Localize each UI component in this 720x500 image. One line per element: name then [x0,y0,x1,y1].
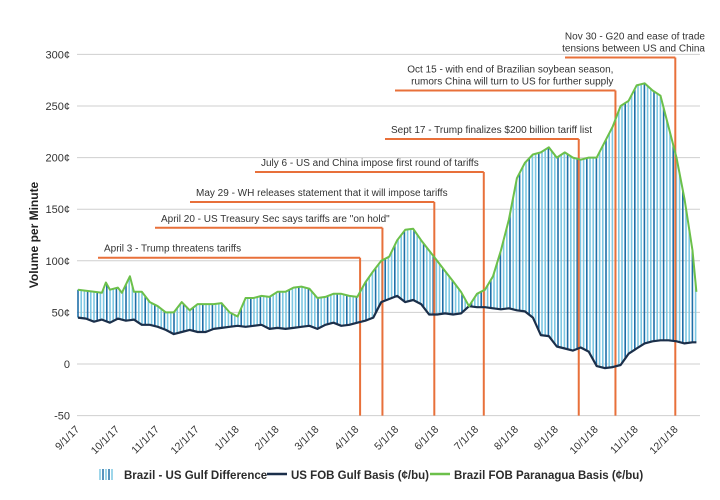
legend-label-difference: Brazil - US Gulf Difference [124,470,267,482]
x-tick-label: 3/1/18 [292,424,321,453]
annotation-text: Oct 15 - with end of Brazilian soybean s… [407,65,613,76]
y-tick-label: 0 [64,359,70,371]
x-tick-label: 11/1/17 [129,424,162,457]
annotation-text: tensions between US and China [562,43,705,54]
annotation-text: July 6 - US and China impose first round… [261,158,479,169]
y-axis-label: Volume per Minute [27,181,41,288]
x-tick-label: 2/1/18 [252,424,281,453]
annotation-text: Nov 30 - G20 and ease of trade [565,31,706,42]
y-tick-label: 100¢ [46,256,70,268]
y-tick-label: -50 [54,411,70,423]
difference-bars [77,83,697,368]
y-tick-label: 200¢ [46,153,70,165]
x-tick-label: 9/1/17 [53,424,82,453]
x-tick-label: 1/1/18 [213,424,242,453]
annotation-text: May 29 - WH releases statement that it w… [196,188,448,199]
x-tick-label: 4/1/18 [332,424,361,453]
us-gulf-basis-line [77,294,697,370]
annotation-text: rumors China will turn to US for further… [411,77,613,88]
x-tick-label: 7/1/18 [452,424,481,453]
x-tick-label: 6/1/18 [412,424,441,453]
series-lines [77,82,698,370]
y-axis: 300¢ 250¢ 200¢ 150¢ 100¢ 50¢ 0 -50 [46,49,70,422]
y-tick-label: 300¢ [46,49,70,61]
annotation-text: April 3 - Trump threatens tariffs [104,244,241,255]
x-tick-label: 12/1/17 [169,424,202,457]
annotation-text: April 20 - US Treasury Sec says tariffs … [161,214,390,225]
brazil-paranagua-basis-line [77,82,698,318]
annotation-text: Sept 17 - Trump finalizes $200 billion t… [391,125,592,136]
legend-label-us-gulf: US FOB Gulf Basis (¢/bu) [291,470,429,482]
x-axis: 9/1/17 10/1/17 11/1/17 12/1/17 1/1/18 2/1/18 3… [53,424,681,457]
annotation-texts: April 3 - Trump threatens tariffs April 2… [104,31,705,254]
annotation-lines [98,56,677,416]
x-tick-label: 5/1/18 [372,424,401,453]
legend: Brazil - US Gulf Difference US FOB Gulf B… [99,469,643,482]
x-tick-label: 9/1/18 [532,424,561,453]
x-tick-label: 12/1/18 [647,424,680,457]
legend-label-brazil: Brazil FOB Paranagua Basis (¢/bu) [454,470,643,482]
x-tick-label: 10/1/17 [89,424,122,457]
x-tick-label: 11/1/18 [608,424,641,457]
y-tick-label: 250¢ [46,101,70,113]
y-tick-label: 150¢ [46,204,70,216]
y-tick-label: 50¢ [52,307,70,319]
x-tick-label: 8/1/18 [492,424,521,453]
x-tick-label: 10/1/18 [568,424,601,457]
